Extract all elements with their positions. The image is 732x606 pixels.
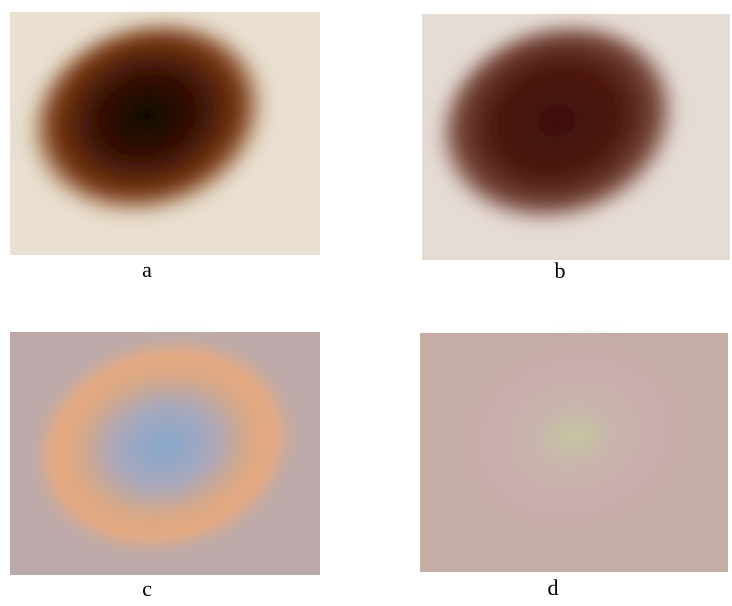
panel-b: b [413, 0, 730, 283]
panel-label: a [142, 257, 152, 282]
panel-label: c [142, 576, 152, 601]
panel-c: c [1, 306, 329, 601]
figure: a b c d [0, 0, 732, 601]
panel-d: d [420, 305, 728, 600]
panel-label: b [555, 258, 566, 283]
panel-label: d [548, 575, 559, 600]
panel-a: a [4, 0, 320, 282]
